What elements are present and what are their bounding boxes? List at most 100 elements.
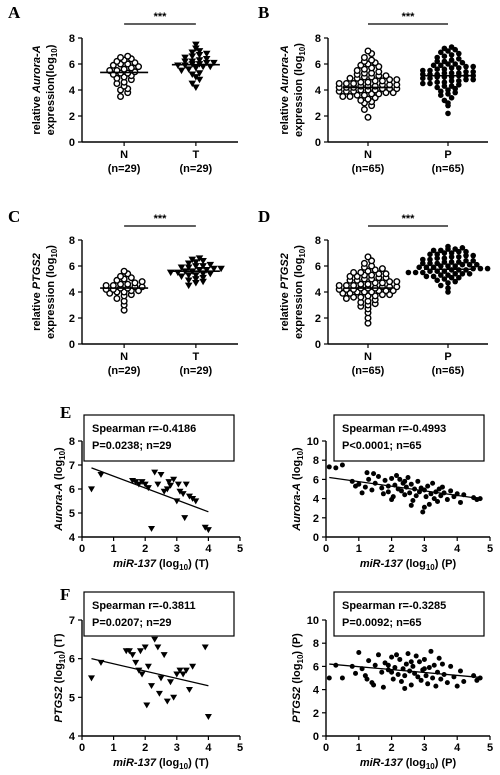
x-tick-label: 4	[205, 543, 212, 555]
data-point	[192, 263, 200, 270]
x-tick-label: 2	[142, 543, 148, 555]
data-point	[382, 72, 390, 80]
data-point	[393, 278, 401, 286]
x-tick-label: 3	[421, 742, 427, 754]
y-tick-label: 4	[313, 494, 320, 506]
data-point	[189, 663, 197, 670]
stats-box	[333, 591, 485, 637]
data-point	[441, 58, 448, 65]
data-point	[452, 271, 459, 277]
data-point	[166, 482, 174, 489]
y-tick-label: 4	[315, 287, 322, 299]
data-point	[477, 265, 484, 272]
data-point	[430, 62, 437, 69]
y-tick-label: 10	[307, 615, 319, 627]
data-point	[459, 59, 466, 66]
data-point	[397, 476, 403, 482]
data-point	[360, 91, 368, 99]
data-point	[448, 250, 455, 256]
data-point	[364, 676, 370, 682]
group-name-label: P	[444, 351, 451, 363]
data-point	[195, 255, 204, 262]
data-point	[364, 253, 372, 261]
x-tick-label: 2	[389, 742, 395, 754]
x-tick-label: 5	[237, 543, 243, 555]
y-axis-label: Aurora-A (log10)	[53, 447, 67, 532]
data-point	[192, 280, 200, 287]
data-point	[192, 45, 200, 53]
data-point	[326, 464, 332, 470]
data-point	[364, 470, 370, 476]
data-point	[425, 681, 431, 687]
data-point	[403, 661, 409, 667]
y-axis-label-line2: expression (log10)	[293, 43, 307, 137]
data-point	[379, 485, 385, 491]
data-point	[342, 79, 350, 87]
data-point	[456, 70, 462, 76]
data-point	[441, 83, 448, 89]
panel-label-f: F	[60, 585, 70, 604]
data-point	[426, 501, 432, 507]
data-point	[425, 483, 431, 489]
data-point	[438, 49, 444, 56]
data-point	[360, 54, 368, 62]
y-axis-label: relative Aurora-A	[279, 45, 291, 134]
data-point	[372, 662, 378, 668]
data-point	[430, 247, 437, 254]
data-point	[444, 680, 450, 686]
data-point	[420, 509, 426, 515]
data-point	[448, 663, 454, 669]
y-tick-label: 0	[313, 731, 319, 743]
data-point	[117, 272, 125, 280]
data-point	[335, 282, 343, 290]
y-axis-label: relative PTGS2	[279, 253, 291, 331]
stats-pvalue: P=0.0207; n=29	[92, 617, 172, 629]
data-point	[160, 652, 168, 659]
data-point	[413, 653, 419, 659]
data-point	[444, 497, 450, 503]
y-axis-label: PTGS2 (log10) (T)	[53, 633, 67, 722]
data-point	[364, 113, 372, 121]
x-tick-label: 1	[356, 742, 362, 754]
y-tick-label: 6	[69, 261, 75, 273]
data-point	[366, 658, 372, 664]
y-tick-label: 2	[313, 513, 319, 525]
data-point	[456, 82, 462, 88]
y-tick-label: 6	[315, 261, 321, 273]
stats-spearman: Spearman r=-0.3811	[92, 600, 196, 612]
data-point	[368, 56, 376, 64]
data-point	[441, 255, 448, 261]
data-point	[382, 477, 388, 483]
data-point	[136, 648, 144, 655]
data-point	[154, 644, 162, 651]
x-axis-label: miR-137 (log10) (P)	[360, 757, 457, 771]
data-point	[445, 91, 451, 97]
data-point	[441, 53, 448, 59]
data-point	[405, 474, 411, 480]
data-point	[402, 685, 408, 691]
data-point	[466, 271, 473, 277]
data-point	[452, 61, 459, 67]
data-point	[438, 62, 444, 69]
data-point	[427, 256, 433, 263]
data-point	[181, 58, 189, 66]
stats-spearman: Spearman r=-0.4186	[92, 423, 196, 435]
data-point	[470, 76, 477, 83]
data-point	[157, 675, 165, 682]
data-point	[135, 481, 143, 488]
y-tick-label: 6	[315, 59, 321, 71]
x-tick-label: 3	[174, 543, 180, 555]
y-tick-label: 4	[69, 731, 76, 743]
data-point	[445, 263, 451, 269]
data-point	[148, 683, 156, 690]
data-point	[117, 92, 125, 100]
data-point	[131, 279, 139, 287]
y-tick-label: 6	[313, 474, 319, 486]
data-point	[166, 679, 174, 686]
data-point	[366, 476, 372, 482]
data-point	[206, 270, 215, 278]
data-point	[154, 481, 162, 488]
group-n-label: (n=29)	[180, 365, 213, 377]
data-point	[188, 58, 197, 66]
data-point	[420, 75, 426, 82]
